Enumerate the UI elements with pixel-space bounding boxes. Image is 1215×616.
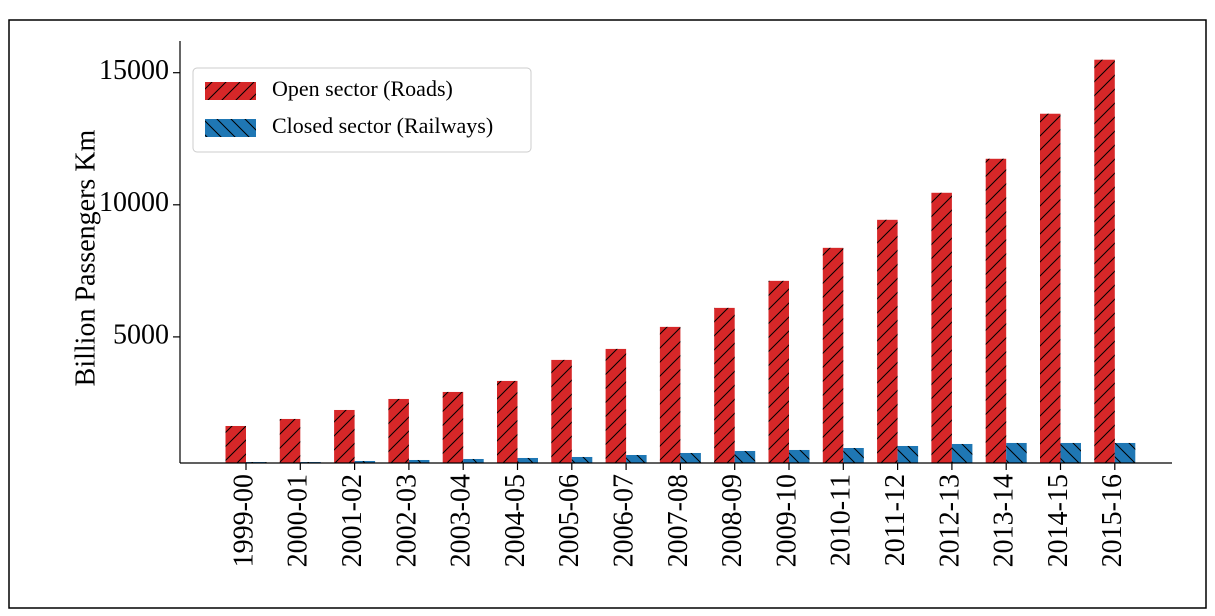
legend-box xyxy=(192,67,532,153)
legend-swatch-hatch xyxy=(205,82,256,100)
x-tick-label: 1999-00 xyxy=(228,474,259,567)
bar-hatch xyxy=(408,459,430,463)
bar-hatch xyxy=(1040,113,1061,464)
x-tick-label: 2015-16 xyxy=(1097,474,1128,567)
x-tick-label: 2003-04 xyxy=(446,474,477,567)
bar-hatch xyxy=(768,280,789,463)
bar-hatch xyxy=(897,445,919,463)
y-tick-label: 5000 xyxy=(113,319,169,350)
x-tick-label: 2006-07 xyxy=(609,474,640,567)
bar-hatch xyxy=(442,391,464,463)
bar-hatch xyxy=(1060,442,1081,463)
bar-hatch xyxy=(789,449,810,463)
bar-hatch xyxy=(463,458,484,463)
bar-hatch xyxy=(517,457,538,463)
x-tick-label: 2007-08 xyxy=(663,474,694,567)
bar-hatch xyxy=(605,348,627,463)
bar-hatch xyxy=(843,447,864,463)
bar-hatch xyxy=(334,409,355,463)
bar-hatch xyxy=(931,192,952,463)
bar-hatch xyxy=(877,219,898,463)
bar-hatch xyxy=(680,452,701,463)
bar-hatch xyxy=(1114,442,1136,463)
bar-hatch xyxy=(985,158,1007,463)
y-tick-label: 15000 xyxy=(99,55,169,86)
bar-hatch xyxy=(659,326,681,463)
x-tick-label: 2014-15 xyxy=(1043,474,1074,567)
bar-hatch xyxy=(571,456,593,463)
x-tick-label: 2010-11 xyxy=(826,474,857,566)
bar-hatch xyxy=(354,460,376,463)
x-tick-label: 2008-09 xyxy=(717,474,748,567)
bar-hatch xyxy=(822,247,844,463)
bar-hatch xyxy=(734,450,756,463)
bar-hatch xyxy=(951,443,973,463)
bar-hatch xyxy=(388,398,409,463)
bar-hatch xyxy=(714,307,735,463)
x-tick-label: 2001-02 xyxy=(337,474,368,567)
x-tick-label: 2002-03 xyxy=(391,474,422,567)
y-axis-label: Billion Passengers Km xyxy=(70,129,101,386)
x-tick-label: 2004-05 xyxy=(500,474,531,567)
bar-hatch xyxy=(551,359,572,463)
bar-hatch xyxy=(225,425,246,463)
x-tick-label: 2000-01 xyxy=(283,474,314,567)
y-tick-label: 10000 xyxy=(99,187,169,218)
legend-label: Closed sector (Railways) xyxy=(272,113,493,138)
x-tick-label: 2011-12 xyxy=(880,474,911,566)
x-tick-label: 2009-10 xyxy=(771,474,802,567)
bar-hatch xyxy=(1094,59,1115,463)
x-tick-label: 2005-06 xyxy=(554,474,585,567)
legend-swatch-hatch xyxy=(205,119,256,137)
bar-hatch xyxy=(279,418,301,463)
figure-frame xyxy=(8,19,1207,609)
legend-label: Open sector (Roads) xyxy=(272,76,453,101)
x-tick-label: 2012-13 xyxy=(934,474,965,567)
bar-hatch xyxy=(626,454,647,463)
bar-hatch xyxy=(497,380,518,463)
x-tick-label: 2013-14 xyxy=(989,474,1020,567)
bar-hatch xyxy=(1006,442,1027,463)
